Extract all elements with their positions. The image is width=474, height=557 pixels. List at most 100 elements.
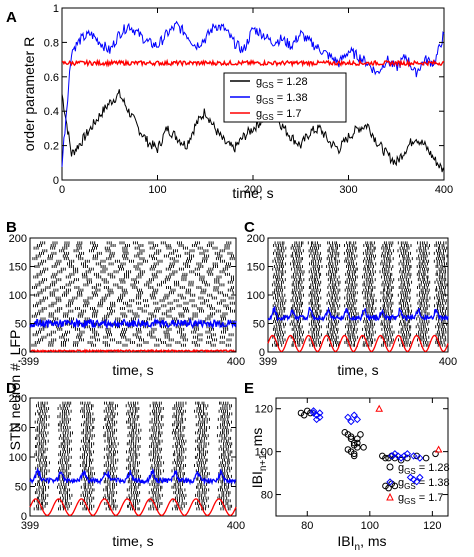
panel-c-xtick-label: 399	[259, 356, 277, 368]
shared-ylabel-bd: STN neuron #, LFP	[7, 330, 23, 451]
panel-e-ylabel: IBIn+1, ms	[249, 428, 269, 489]
panel-c-content	[267, 241, 449, 353]
panel-c: 399 400 0 50 100 150 200 time, s	[247, 233, 458, 378]
panel-a-xtick-label: 300	[339, 184, 357, 196]
panel-d-raster-row	[36, 488, 228, 492]
panel-b-raster-row	[37, 262, 231, 266]
point-1.28	[357, 431, 364, 438]
panel-c-raster-row	[274, 288, 446, 292]
point-1.28	[350, 450, 358, 458]
panel-b-raster-row	[43, 267, 228, 271]
panel-b-ytick-label: 100	[9, 290, 27, 302]
legend-marker-1.7	[386, 492, 394, 501]
panel-b-raster-row	[36, 301, 235, 305]
panel-c-raster-row	[274, 301, 447, 305]
panel-d-raster-row	[34, 453, 231, 457]
panel-c-ytick-label: 0	[259, 347, 265, 359]
panel-b-raster-row	[35, 312, 228, 316]
point-1.7	[375, 404, 384, 412]
panel-d-ytick-label: 200	[9, 393, 27, 405]
point-1.38	[316, 413, 324, 422]
panel-c-ytick-label: 100	[247, 290, 265, 302]
panel-a-xlabel: time, s	[232, 185, 273, 201]
panel-e-content	[297, 404, 443, 492]
point-1.38	[388, 452, 396, 460]
panel-b-raster-row	[38, 338, 232, 342]
panel-c-lfp-blue	[267, 306, 449, 323]
panel-c-raster-row	[275, 322, 448, 326]
panel-d-ticks: 399 400 0 50 100 150 200	[9, 393, 246, 532]
point-1.38	[409, 475, 418, 484]
panel-d-raster-row	[38, 423, 230, 427]
panel-b-raster-row	[32, 333, 234, 337]
point-1.38	[316, 409, 324, 417]
point-1.38	[409, 452, 418, 460]
point-1.28	[354, 435, 361, 443]
point-1.28	[397, 456, 405, 464]
panel-b-raster-row	[40, 317, 226, 321]
point-1.28	[347, 433, 355, 440]
panel-d-content	[29, 401, 237, 517]
panel-c-raster-row	[274, 333, 445, 337]
panel-b-raster-row	[33, 304, 229, 308]
panel-c-raster-row	[272, 327, 447, 331]
panel-label-B: B	[6, 219, 17, 236]
panel-d-raster-row	[38, 493, 230, 497]
panel-b-ytick-label: 200	[9, 233, 27, 245]
panel-d-raster-row	[36, 426, 228, 429]
panel-d-raster-row	[37, 464, 229, 467]
panel-label-C: C	[244, 219, 255, 236]
panel-c-raster-row	[273, 265, 446, 268]
panel-c-raster-row	[273, 280, 446, 284]
panel-c-raster-row	[275, 330, 447, 334]
panel-b-raster-row	[36, 330, 226, 334]
point-1.38	[403, 450, 412, 458]
panel-d-raster-row	[37, 417, 229, 421]
panel-b-raster-row	[33, 246, 230, 250]
point-1.38	[416, 454, 424, 462]
panel-c-raster-row	[275, 278, 447, 282]
panel-c-ticks: 399 400 0 50 100 150 200	[247, 233, 458, 368]
panel-d-raster-row	[36, 434, 228, 438]
point-1.28	[350, 452, 358, 460]
panel-d-raster-row	[37, 480, 228, 484]
panel-a: 0 100 200 300 400 0 0.2 0.4 0.6 0.8 1 time, s orde…	[21, 3, 453, 201]
point-1.38	[400, 452, 408, 460]
panel-e-ytick-label: 80	[261, 490, 273, 502]
panel-d-raster-row	[37, 401, 229, 405]
panel-c-raster-row	[275, 286, 446, 289]
panel-d-raster-row	[35, 428, 232, 432]
panel-b-ticks: 399 400 0 50 100 150 200	[9, 233, 246, 368]
panel-d-ytick-label: 100	[9, 452, 27, 464]
panel-b-content	[29, 241, 237, 354]
panel-d-raster-row	[38, 447, 229, 451]
point-1.38	[347, 417, 355, 426]
panel-b-raster-row	[41, 307, 231, 310]
panel-d-ytick-label: 0	[21, 511, 27, 523]
panel-d-raster-row	[35, 458, 233, 462]
panel-b-raster-row	[35, 254, 234, 258]
panel-b-raster-row	[34, 341, 225, 344]
panel-d-ytick-label: 150	[9, 423, 27, 435]
panel-d-raster-row	[35, 466, 232, 470]
panel-c-ytick-label: 50	[253, 319, 265, 331]
point-1.38	[406, 473, 415, 482]
panel-d-raster-row	[36, 496, 228, 500]
panel-a-ticks: 0 100 200 300 400 0 0.2 0.4 0.6 0.8 1	[44, 3, 453, 196]
point-1.38	[312, 415, 321, 424]
panel-d-raster-row	[35, 412, 233, 416]
panel-label-A: A	[6, 9, 17, 26]
panel-b-raster-row	[36, 272, 230, 276]
legend-marker-1.38	[386, 478, 394, 486]
point-1.38	[350, 411, 358, 419]
panel-a-ytick-label: 0	[53, 175, 59, 187]
panel-a-ytick-label: 0.6	[44, 72, 59, 84]
panel-c-raster-row	[273, 325, 445, 329]
point-1.28	[385, 484, 392, 492]
panel-c-lfp-red	[267, 334, 449, 353]
panel-c-raster-row	[274, 241, 447, 245]
panel-b-raster-row	[32, 286, 234, 289]
panel-a-ytick-label: 1	[53, 3, 59, 15]
panel-d: 399 400 0 50 100 150 200 time, s	[9, 393, 246, 549]
